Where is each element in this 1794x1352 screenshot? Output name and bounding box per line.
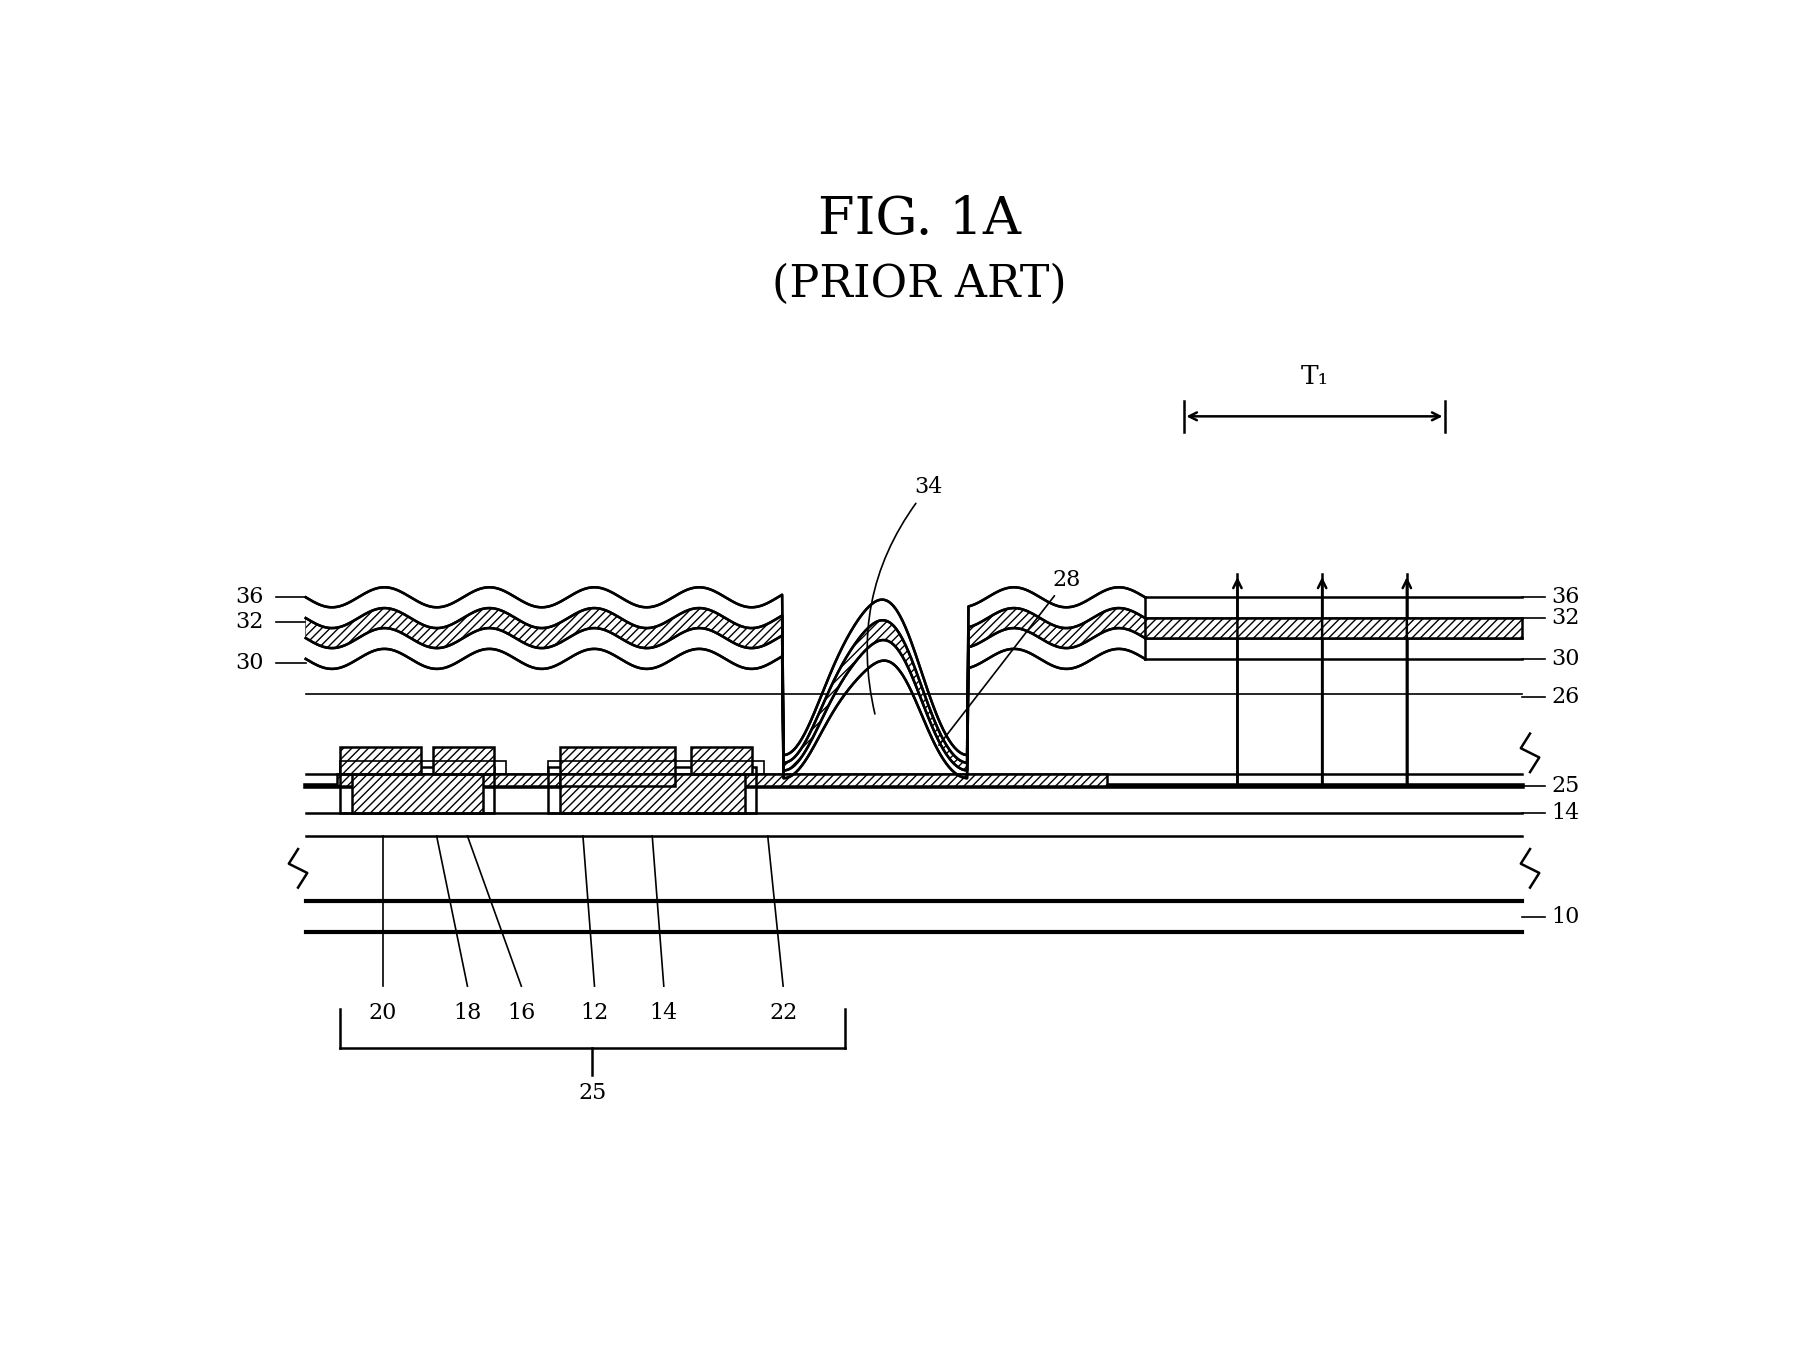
Text: 20: 20 [368, 1002, 396, 1023]
Polygon shape [352, 775, 483, 813]
Polygon shape [1145, 618, 1523, 638]
Text: 10: 10 [1552, 906, 1581, 927]
Text: 16: 16 [508, 1002, 535, 1023]
Polygon shape [337, 775, 1107, 786]
Text: 36: 36 [235, 587, 264, 608]
Text: 22: 22 [770, 1002, 797, 1023]
Text: FIG. 1A: FIG. 1A [818, 195, 1021, 246]
Text: 34: 34 [867, 476, 942, 714]
Polygon shape [341, 748, 422, 775]
Text: 28: 28 [938, 569, 1082, 745]
Text: 26: 26 [1552, 687, 1581, 708]
Polygon shape [691, 748, 752, 775]
Text: 14: 14 [649, 1002, 678, 1023]
Polygon shape [560, 775, 745, 813]
Text: 32: 32 [1552, 607, 1581, 629]
Text: 18: 18 [454, 1002, 481, 1023]
Text: 36: 36 [1552, 587, 1581, 608]
Text: 32: 32 [235, 611, 264, 633]
Text: (PRIOR ART): (PRIOR ART) [771, 262, 1067, 306]
Text: 30: 30 [235, 652, 264, 673]
Polygon shape [432, 748, 495, 775]
Text: 25: 25 [1552, 775, 1581, 796]
Text: 12: 12 [581, 1002, 608, 1023]
Text: 14: 14 [1552, 802, 1581, 823]
Text: 25: 25 [578, 1083, 606, 1105]
Polygon shape [560, 775, 675, 786]
Text: T₁: T₁ [1301, 365, 1329, 389]
Text: 30: 30 [1552, 648, 1581, 669]
Polygon shape [560, 748, 675, 775]
